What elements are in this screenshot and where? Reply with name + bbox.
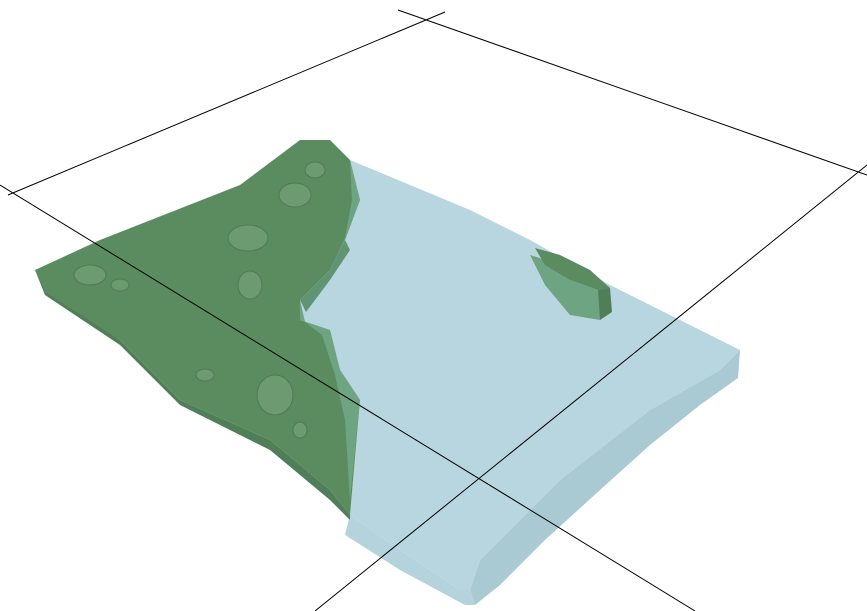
island-top <box>535 248 610 290</box>
pebble <box>195 368 215 382</box>
pebble <box>73 264 107 286</box>
land-top <box>35 140 360 515</box>
pebble <box>304 161 326 179</box>
axis-line <box>397 9 867 176</box>
water-side <box>470 350 740 605</box>
axis-lines <box>0 9 867 611</box>
axis-line <box>0 184 696 611</box>
pebble <box>278 182 312 208</box>
pebble <box>110 278 130 292</box>
axis-line <box>7 11 446 196</box>
island-end <box>598 288 612 320</box>
pebble <box>227 224 269 252</box>
pebble <box>237 270 263 300</box>
cliff <box>300 300 360 500</box>
water-top <box>300 160 740 590</box>
pebble <box>292 421 308 439</box>
axis-line <box>314 164 867 611</box>
pebble <box>256 374 294 416</box>
cliff-shade <box>300 240 350 312</box>
island-side <box>530 255 610 320</box>
water-side-front <box>345 515 475 605</box>
cliff <box>330 160 360 270</box>
